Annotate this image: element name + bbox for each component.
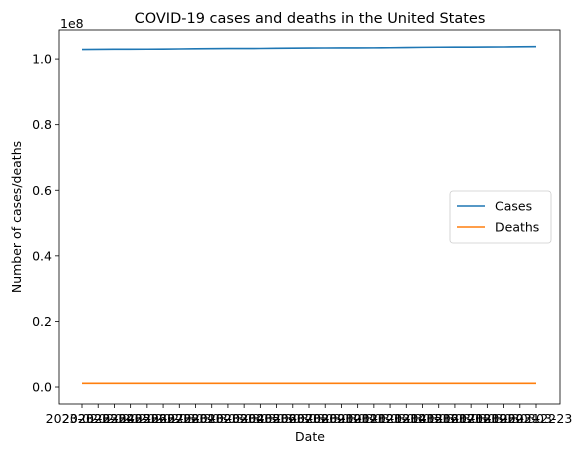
y-tick-label: 0.6: [32, 183, 52, 198]
x-tick-label: 2023-03-01: [143, 411, 216, 426]
x-tick-label: 2023-03-08: [256, 411, 329, 426]
x-tick-label: 2023-03-04: [192, 411, 265, 426]
x-tick-label: 2023-02-24: [62, 411, 135, 426]
x-tick-label: 2023-03-16: [386, 411, 459, 426]
x-tick-label: 2023-02-28: [127, 411, 200, 426]
legend-label: Cases: [495, 199, 532, 214]
x-tick-label: 2023-03-07: [240, 411, 313, 426]
x-tick-label: 2023-03-21: [467, 411, 540, 426]
y-tick-label: 0.4: [32, 248, 52, 263]
x-tick-label: 2023-02-26: [94, 411, 167, 426]
x-tick-label: 2023-03-19: [435, 411, 508, 426]
series-layer: [81, 45, 537, 385]
x-tick-label: 2023-02-23: [46, 411, 119, 426]
legend: Cases Deaths: [449, 190, 552, 244]
x-tick-label: 2023-03-23: [500, 411, 573, 426]
x-tick-label: 2023-03-05: [208, 411, 281, 426]
x-axis: 2023-02-232023-02-242023-02-252023-02-26…: [46, 404, 573, 426]
plot-area: [58, 29, 561, 405]
x-tick-label: 2023-03-15: [370, 411, 443, 426]
x-axis-label: Date: [295, 429, 325, 444]
x-tick-label: 2023-03-02: [159, 411, 232, 426]
x-tick-label: 2023-02-25: [78, 411, 151, 426]
x-tick-label: 2023-03-13: [338, 411, 411, 426]
series-line-cases: [81, 45, 537, 51]
x-tick-label: 2023-03-18: [419, 411, 492, 426]
y-tick-label: 1.0: [32, 52, 52, 67]
y-axis: 0.0 0.2 0.4 0.6 0.8 1.0: [32, 52, 59, 395]
x-tick-label: 2023-03-09: [273, 411, 346, 426]
y-tick-label: 0.0: [32, 380, 52, 395]
x-tick-label: 2023-03-11: [305, 411, 378, 426]
x-tick-label: 2023-03-22: [483, 411, 556, 426]
y-tick-label: 0.8: [32, 117, 52, 132]
y-tick-label: 0.2: [32, 314, 52, 329]
x-tick-label: 2023-03-03: [175, 411, 248, 426]
y-axis-label: Number of cases/deaths: [9, 141, 24, 293]
x-tick-label: 2023-02-27: [111, 411, 184, 426]
x-tick-label: 2023-03-06: [224, 411, 297, 426]
x-tick-label: 2023-03-10: [289, 411, 362, 426]
chart-title: COVID-19 cases and deaths in the United …: [135, 11, 486, 27]
legend-label: Deaths: [495, 220, 539, 235]
y-offset-text: 1e8: [60, 16, 84, 31]
x-tick-label: 2023-03-14: [354, 411, 427, 426]
legend-box: [449, 190, 552, 244]
x-tick-label: 2023-03-12: [321, 411, 394, 426]
x-tick-label: 2023-03-17: [402, 411, 475, 426]
x-tick-label: 2023-03-20: [451, 411, 524, 426]
